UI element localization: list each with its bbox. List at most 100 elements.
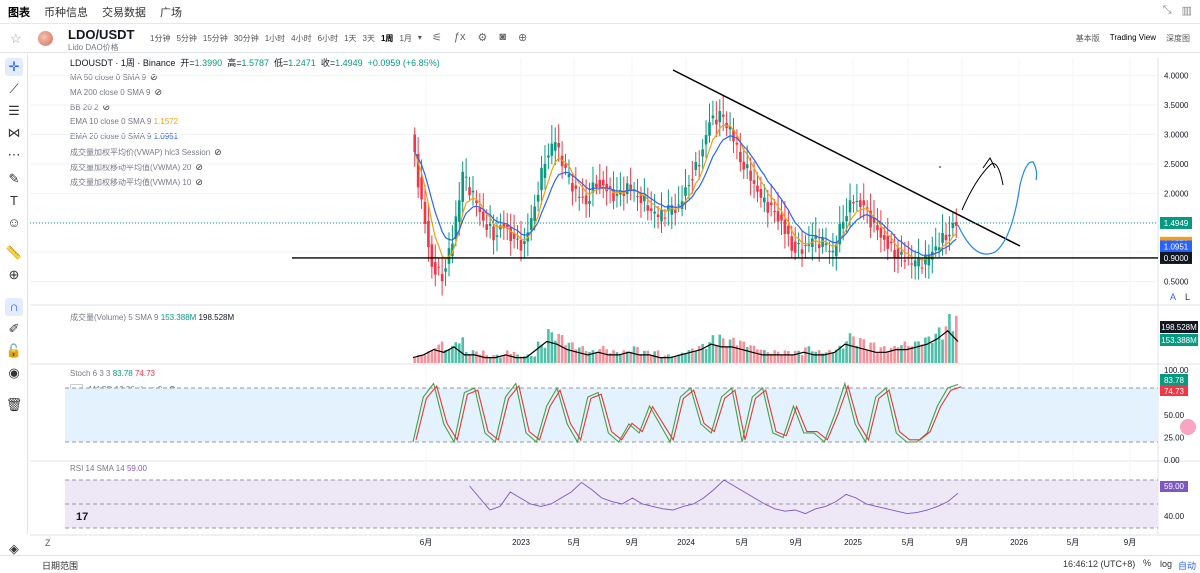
candle-body xyxy=(502,223,506,229)
nav-chart[interactable]: 图表 xyxy=(8,6,30,19)
interval-4[interactable]: 1小时 xyxy=(264,34,286,43)
crosshair-icon[interactable]: ✛ xyxy=(5,58,23,76)
candle-body xyxy=(447,248,451,264)
trash-icon[interactable]: 🗑 xyxy=(5,397,23,412)
hidden-eye-icon[interactable]: ⊘ xyxy=(150,72,158,82)
indicator-row[interactable]: EMA 20 close 0 SMA 9 1.0951 xyxy=(70,132,178,141)
collapse-icon[interactable]: ⤡ xyxy=(1162,4,1172,16)
volume-bar xyxy=(934,333,938,363)
x-tick-label: 2024 xyxy=(677,538,695,547)
volume-bar xyxy=(780,354,783,363)
interval-6[interactable]: 6小时 xyxy=(317,34,339,43)
symbol-pair[interactable]: LDO/USDT xyxy=(68,27,135,42)
indicator-row[interactable]: BB 20 2 ⊘ xyxy=(70,102,110,113)
interval-1[interactable]: 5分钟 xyxy=(176,34,197,43)
layers-icon[interactable]: ◈ xyxy=(9,541,19,556)
collapse-panel-icon[interactable]: ⌄ xyxy=(70,384,83,395)
interval-0[interactable]: 1分钟 xyxy=(150,34,171,43)
hidden-eye-icon[interactable]: ⊘ xyxy=(214,147,222,157)
candle-body xyxy=(883,234,886,240)
interval-7[interactable]: 1天 xyxy=(344,34,357,43)
nav-coin-info[interactable]: 币种信息 xyxy=(44,6,88,19)
favorite-star-icon[interactable]: ☆ xyxy=(10,31,22,46)
indicator-row[interactable]: MA 50 close 0 SMA 9 ⊘ xyxy=(70,72,158,83)
indicator-row[interactable]: 成交量加权平均价(VWAP) hlc3 Session ⊘ xyxy=(70,147,222,158)
candle-body xyxy=(440,274,444,282)
nav-square[interactable]: 广场 xyxy=(160,6,182,19)
percent-toggle[interactable]: % xyxy=(1143,558,1152,568)
hidden-eye-icon[interactable]: ⊘ xyxy=(195,162,203,172)
candle-body xyxy=(608,186,612,189)
candle-body xyxy=(433,262,437,275)
interval-9[interactable]: 1周 xyxy=(380,34,394,43)
fib-icon[interactable]: ☰ xyxy=(8,103,20,118)
trendline-icon[interactable]: ⟋ xyxy=(9,81,19,96)
view-0[interactable]: 基本版 xyxy=(1075,34,1100,43)
candle-body xyxy=(708,122,711,136)
zoom-icon[interactable]: ⊕ xyxy=(8,267,20,282)
hidden-eye-icon[interactable]: ⊘ xyxy=(168,384,177,394)
volume-bar xyxy=(591,350,595,363)
camera-icon[interactable]: ◙ xyxy=(499,31,507,43)
candle-body xyxy=(601,179,605,186)
interval-10[interactable]: 1月 xyxy=(399,34,412,43)
view-1[interactable]: Trading View xyxy=(1109,33,1156,42)
stoch-tick: 100.00 xyxy=(1164,366,1189,375)
log-toggle[interactable]: log xyxy=(1160,559,1173,569)
settings-icon[interactable]: ⚙ xyxy=(477,32,488,44)
stoch-tick: 25.00 xyxy=(1164,434,1185,443)
brush-icon[interactable]: ✎ xyxy=(8,171,20,186)
magnet-icon[interactable]: ∩ xyxy=(5,298,23,316)
layout-icon[interactable]: ▥ xyxy=(1181,5,1192,17)
indicator-row[interactable]: EMA 10 close 0 SMA 9 1.1572 xyxy=(70,117,178,126)
candle-body xyxy=(769,202,773,206)
auto-toggle[interactable]: 自动 xyxy=(1178,561,1197,571)
pattern-icon[interactable]: ⋈ xyxy=(7,125,21,140)
nav-trading-data[interactable]: 交易数据 xyxy=(102,6,146,19)
volume-bar xyxy=(601,345,605,363)
interval-5[interactable]: 4小时 xyxy=(291,34,312,43)
hidden-eye-icon[interactable]: ⊘ xyxy=(154,87,163,97)
volume-bar xyxy=(790,355,794,363)
chart-type-icon[interactable]: ⚟ xyxy=(432,32,442,44)
volume-bar xyxy=(598,348,602,363)
x-tick-label: 9月 xyxy=(956,538,968,547)
volume-bar xyxy=(756,349,759,363)
ruler-icon[interactable]: 📏 xyxy=(5,245,23,260)
candle-body xyxy=(526,232,530,242)
lock-icon[interactable]: 🔓 xyxy=(5,343,23,358)
lock-drawing-icon[interactable]: ✐ xyxy=(8,321,20,336)
indicator-row[interactable]: MA 200 close 0 SMA 9 ⊘ xyxy=(70,87,162,98)
text-icon[interactable]: T xyxy=(10,193,18,208)
hidden-eye-icon[interactable]: ⊘ xyxy=(102,102,111,112)
hidden-eye-icon[interactable]: ⊘ xyxy=(195,177,203,187)
indicator-row[interactable]: 成交量加权移动平均值(VWMA) 10 ⊘ xyxy=(70,177,203,188)
indicator-icon[interactable]: ƒx xyxy=(453,31,466,43)
volume-bar xyxy=(557,333,560,363)
volume-bar xyxy=(745,347,749,363)
price-label-bg xyxy=(1160,251,1192,264)
indicator-row[interactable]: 成交量加权移动平均值(VWMA) 20 ⊘ xyxy=(70,162,203,173)
volume-bar xyxy=(783,350,787,363)
add-icon[interactable]: ⊕ xyxy=(518,32,528,44)
volume-bar xyxy=(619,353,622,363)
candle-body xyxy=(505,224,509,229)
view-2[interactable]: 深度图 xyxy=(1166,34,1190,43)
forecast-icon[interactable]: ⋯ xyxy=(7,147,21,162)
candle-body xyxy=(656,214,660,218)
interval-2[interactable]: 15分钟 xyxy=(202,34,228,43)
volume-bar xyxy=(684,353,687,363)
candle-body xyxy=(721,114,725,117)
zoom-letter-icon[interactable]: Z xyxy=(45,538,51,548)
interval-dropdown-icon[interactable]: ▾ xyxy=(417,33,422,42)
volume-label: 153.388M xyxy=(1161,336,1197,345)
candle-body xyxy=(920,267,924,269)
candle-body xyxy=(701,149,704,157)
eye-icon[interactable]: ◉ xyxy=(8,365,20,380)
volume-bar xyxy=(677,354,680,363)
emoji-icon[interactable]: ☺ xyxy=(7,215,21,230)
interval-3[interactable]: 30分钟 xyxy=(233,34,259,43)
date-range-button[interactable]: 日期范围 xyxy=(42,561,79,571)
interval-8[interactable]: 3天 xyxy=(362,34,375,43)
